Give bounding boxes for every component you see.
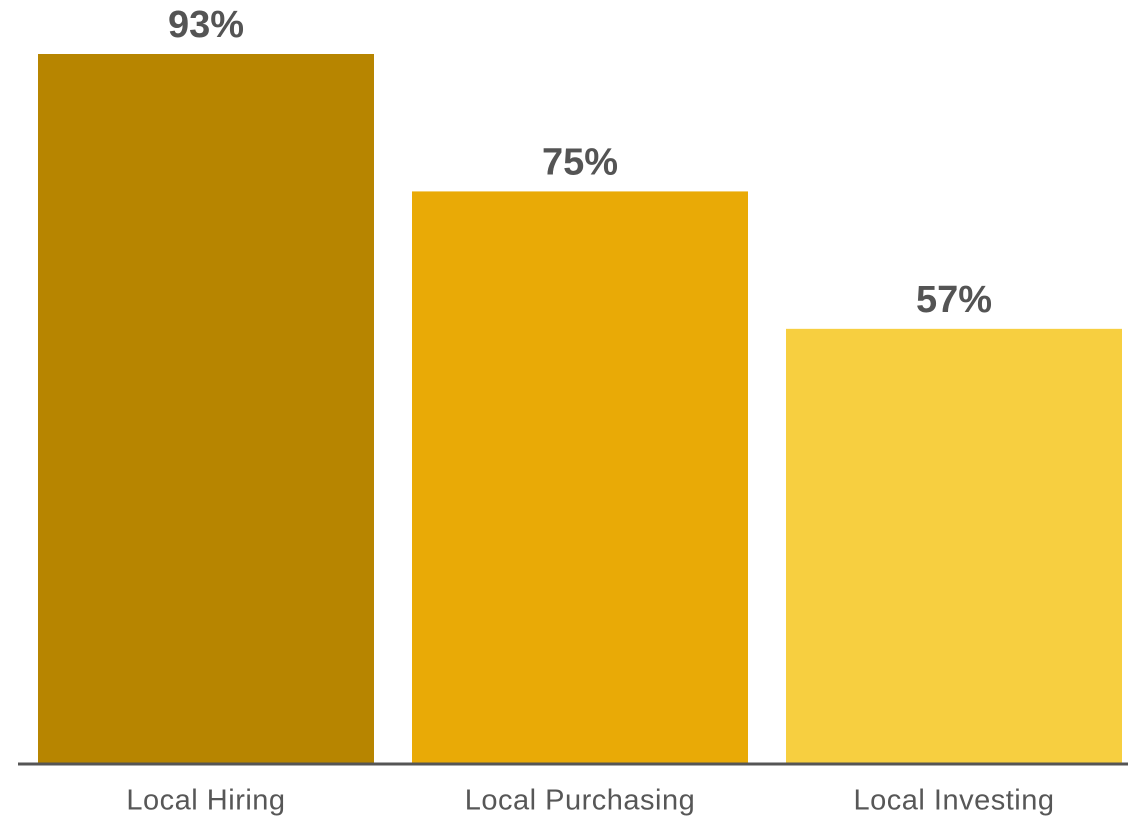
x-tick-label: Local Investing xyxy=(854,785,1055,817)
value-label: 75% xyxy=(542,141,618,183)
x-tick-label: Local Hiring xyxy=(126,785,285,817)
bar xyxy=(38,54,374,764)
bar xyxy=(412,191,748,764)
bar xyxy=(786,328,1122,764)
value-label: 93% xyxy=(168,4,244,46)
value-label: 57% xyxy=(916,279,992,321)
x-tick-label: Local Purchasing xyxy=(465,785,695,817)
